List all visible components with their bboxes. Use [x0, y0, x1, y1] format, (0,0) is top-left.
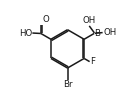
Text: Br: Br	[63, 80, 72, 89]
Text: O: O	[43, 15, 50, 24]
Text: F: F	[90, 57, 95, 66]
Text: HO: HO	[19, 29, 32, 38]
Text: OH: OH	[103, 28, 116, 37]
Text: B: B	[94, 29, 100, 38]
Text: OH: OH	[83, 16, 96, 25]
